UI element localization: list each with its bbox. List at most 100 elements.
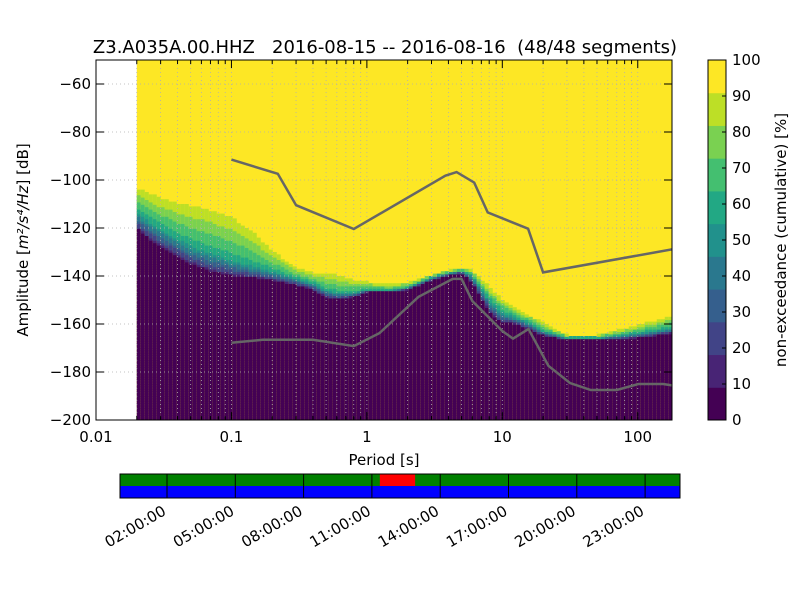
heatmap-cell [156,206,162,210]
heatmap-cell [280,374,286,378]
heatmap-cell [316,328,322,332]
heatmap-cell [328,352,334,356]
heatmap-cell [328,319,334,323]
heatmap-cell [240,307,246,311]
heatmap-cell [352,384,358,388]
heatmap-cell [340,304,346,308]
heatmap-cell [232,278,238,282]
heatmap-cell [256,249,262,253]
heatmap-cell [152,367,158,371]
heatmap-cell [332,292,338,296]
heatmap-cell [176,268,182,272]
heatmap-cell [312,412,318,416]
heatmap-cell [296,333,302,337]
heatmap-cell [208,247,214,251]
heatmap-cell [200,259,206,263]
heatmap-cell [204,254,210,258]
heatmap-cell [268,336,274,340]
heatmap-cell [196,271,202,275]
heatmap-cell [352,415,358,419]
heatmap-cell [228,240,234,244]
heatmap-cell [396,283,402,287]
heatmap-cell [344,307,350,311]
heatmap-cell [316,321,322,325]
heatmap-cell [312,403,318,407]
heatmap-cell [144,244,150,248]
heatmap-cell [316,331,322,335]
heatmap-cell [352,408,358,412]
heatmap-cell [192,357,198,361]
heatmap-cell [232,242,238,246]
heatmap-cell [332,321,338,325]
heatmap-cell [204,379,210,383]
heatmap-cell [304,271,310,275]
heatmap-cell [232,314,238,318]
heatmap-cell [156,362,162,366]
heatmap-cell [208,278,214,282]
heatmap-cell [356,364,362,368]
heatmap-cell [248,319,254,323]
heatmap-cell [236,408,242,412]
heatmap-cell [276,319,282,323]
heatmap-cell [208,237,214,241]
heatmap-cell [136,254,142,258]
heatmap-cell [192,235,198,239]
heatmap-cell [172,261,178,265]
heatmap-cell [260,283,266,287]
heatmap-cell [140,290,146,294]
heatmap-cell [312,340,318,344]
heatmap-cell [188,324,194,328]
heatmap-cell [368,324,374,328]
heatmap-cell [276,384,282,388]
heatmap-cell [300,312,306,316]
heatmap-cell [184,326,190,330]
heatmap-cell [332,283,338,287]
heatmap-cell [344,417,350,420]
heatmap-cell [392,283,398,287]
heatmap-cell [228,223,234,227]
heatmap-cell [380,307,386,311]
heatmap-cell [144,336,150,340]
heatmap-cell [252,307,258,311]
heatmap-cell [192,405,198,409]
heatmap-cell [152,381,158,385]
heatmap-cell [140,307,146,311]
heatmap-cell [172,252,178,256]
heatmap-cell [184,285,190,289]
heatmap-cell [220,410,226,414]
heatmap-cell [400,410,406,414]
heatmap-cell [184,278,190,282]
heatmap-cell [220,386,226,390]
heatmap-cell [316,381,322,385]
heatmap-cell [300,326,306,330]
heatmap-cell [400,316,406,320]
heatmap-cell [344,410,350,414]
heatmap-cell [196,292,202,296]
heatmap-cell [236,232,242,236]
heatmap-cell [200,211,206,215]
heatmap-cell [380,297,386,301]
heatmap-cell [172,386,178,390]
heatmap-cell [232,247,238,251]
heatmap-cell [324,372,330,376]
heatmap-cell [272,273,278,277]
heatmap-cell [296,283,302,287]
heatmap-cell [148,283,154,287]
heatmap-cell [284,410,290,414]
heatmap-cell [204,244,210,248]
heatmap-cell [176,220,182,224]
heatmap-cell [392,288,398,292]
heatmap-cell [308,350,314,354]
heatmap-cell [380,302,386,306]
heatmap-cell [360,348,366,352]
heatmap-cell [224,218,230,222]
heatmap-cell [260,319,266,323]
heatmap-cell [232,400,238,404]
heatmap-cell [248,408,254,412]
heatmap-cell [156,292,162,296]
heatmap-cell [152,362,158,366]
heatmap-cell [300,374,306,378]
heatmap-cell [180,242,186,246]
heatmap-cell [288,360,294,364]
heatmap-cell [160,362,166,366]
